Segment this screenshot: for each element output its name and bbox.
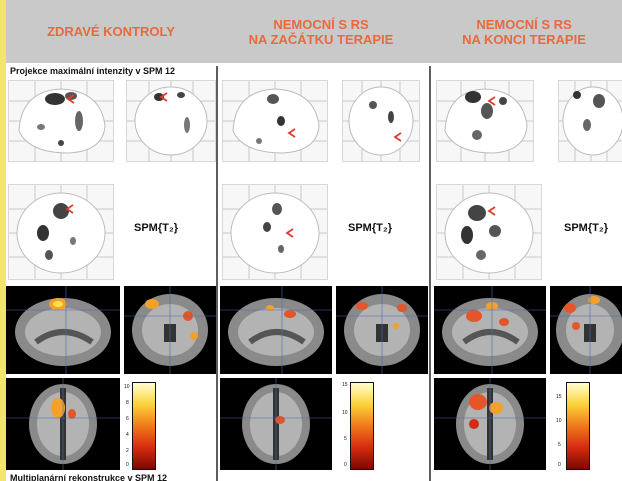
glass-brain-coronal-image <box>559 81 622 161</box>
scale-tick: 5 <box>344 436 347 442</box>
scale-tick: 6 <box>126 416 129 422</box>
scale-tick: 8 <box>126 400 129 406</box>
column-title-rs-end: NEMOCNÍ S RS NA KONCI TERAPIE <box>426 0 622 63</box>
color-scale-bar <box>566 382 590 470</box>
column-header-band <box>6 0 622 63</box>
mri-coronal-slice <box>550 286 622 374</box>
scale-tick: 2 <box>126 448 129 454</box>
mri-sagittal-image <box>434 286 546 374</box>
scale-tick: 0 <box>344 462 347 468</box>
glass-brain-coronal <box>126 80 216 162</box>
mip-section-title: Projekce maximální intenzity v SPM 12 <box>10 66 176 76</box>
column-title-line: NEMOCNÍ S RS <box>476 16 572 32</box>
mri-axial-image <box>6 378 120 470</box>
scale-tick: 0 <box>558 462 561 468</box>
mri-sagittal-slice <box>6 286 120 374</box>
scale-tick: 10 <box>556 418 562 424</box>
glass-brain-sagittal-image <box>437 81 533 161</box>
mri-coronal-image <box>124 286 216 374</box>
glass-brain-sagittal <box>222 80 328 162</box>
column-title-healthy-controls: ZDRAVÉ KONTROLY <box>6 0 216 63</box>
glass-brain-sagittal-image <box>223 81 327 161</box>
color-scale-bar <box>350 382 374 470</box>
scale-tick: 4 <box>126 432 129 438</box>
mri-sagittal-slice <box>434 286 546 374</box>
mri-axial-slice <box>6 378 120 470</box>
scale-tick: 10 <box>124 384 130 390</box>
glass-brain-axial <box>222 184 328 280</box>
column-title-line: NA KONCI TERAPIE <box>462 31 586 47</box>
glass-brain-axial-image <box>9 185 113 279</box>
column-divider <box>216 66 218 481</box>
glass-brain-sagittal <box>8 80 114 162</box>
scale-tick: 15 <box>342 382 348 388</box>
yellow-page-margin <box>0 0 6 481</box>
mri-coronal-image <box>550 286 622 374</box>
glass-brain-coronal <box>342 80 420 162</box>
glass-brain-coronal-image <box>343 81 419 161</box>
scale-tick: 10 <box>342 410 348 416</box>
brain-imaging-figure: ZDRAVÉ KONTROLY NEMOCNÍ S RS NA ZAČÁTKU … <box>6 0 622 481</box>
glass-brain-sagittal-image <box>9 81 113 161</box>
column-title-line: NA ZAČÁTKU TERAPIE <box>248 31 394 47</box>
mri-axial-image <box>220 378 332 470</box>
mri-axial-slice <box>434 378 546 470</box>
color-scale-bar <box>132 382 156 470</box>
spm-t-label: SPM{T₂} <box>348 222 393 234</box>
mri-sagittal-slice <box>220 286 332 374</box>
column-divider <box>429 66 431 481</box>
mri-axial-image <box>434 378 546 470</box>
spm-t-label: SPM{T₂} <box>564 222 609 234</box>
scale-tick: 5 <box>558 442 561 448</box>
mri-sagittal-image <box>6 286 120 374</box>
glass-brain-coronal-image <box>127 81 215 161</box>
mri-axial-slice <box>220 378 332 470</box>
glass-brain-axial <box>8 184 114 280</box>
spm-t-label: SPM{T₂} <box>134 222 179 234</box>
column-title-line: NEMOCNÍ S RS <box>273 16 369 32</box>
glass-brain-sagittal <box>436 80 534 162</box>
glass-brain-coronal <box>558 80 622 162</box>
mri-coronal-slice <box>336 286 428 374</box>
multiplanar-section-title: Multiplanární rekonstrukce v SPM 12 <box>10 473 168 481</box>
glass-brain-axial-image <box>223 185 327 279</box>
mri-coronal-image <box>336 286 428 374</box>
column-title-rs-start: NEMOCNÍ S RS NA ZAČÁTKU TERAPIE <box>216 0 426 63</box>
glass-brain-axial-image <box>437 185 541 279</box>
mri-coronal-slice <box>124 286 216 374</box>
mri-sagittal-image <box>220 286 332 374</box>
scale-tick: 15 <box>556 394 562 400</box>
column-title-line: ZDRAVÉ KONTROLY <box>47 24 175 39</box>
scale-tick: 0 <box>126 462 129 468</box>
glass-brain-axial <box>436 184 542 280</box>
